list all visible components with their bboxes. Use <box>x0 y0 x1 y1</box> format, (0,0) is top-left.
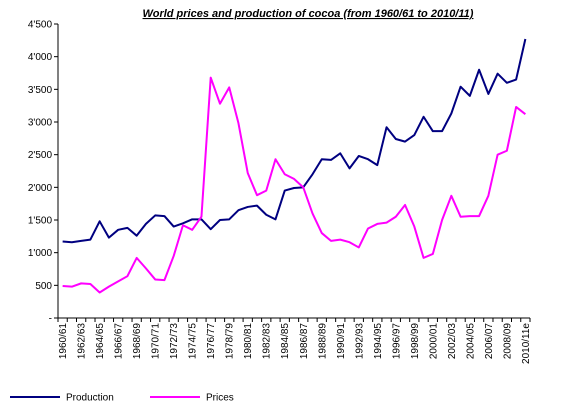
y-tick-label: 4'000 <box>28 52 53 63</box>
x-tick-label: 1980/81 <box>243 323 254 360</box>
x-tick-label: 1972/73 <box>169 323 180 360</box>
y-tick-label: - <box>49 314 52 325</box>
legend-label: Prices <box>206 393 234 404</box>
x-tick-label: 1964/65 <box>95 323 106 360</box>
x-tick-label: 1996/97 <box>391 323 402 360</box>
y-tick-label: 2'000 <box>28 183 53 194</box>
x-tick-label: 1968/69 <box>132 323 143 360</box>
y-tick-label: 1'000 <box>28 248 53 259</box>
x-tick-label: 2004/05 <box>465 323 476 360</box>
x-tick-label: 1988/89 <box>317 323 328 360</box>
x-tick-label: 1970/71 <box>151 323 162 360</box>
x-tick-label: 1992/93 <box>354 323 365 360</box>
x-tick-label: 1986/87 <box>299 323 310 360</box>
chart-title: World prices and production of cocoa (fr… <box>143 8 474 20</box>
x-tick-label: 1966/67 <box>114 323 125 360</box>
x-tick-label: 1978/79 <box>225 323 236 360</box>
y-tick-label: 500 <box>35 281 52 292</box>
x-tick-label: 1984/85 <box>280 323 291 360</box>
x-tick-label: 1998/99 <box>410 323 421 360</box>
x-tick-label: 1976/77 <box>206 323 217 360</box>
x-tick-label: 2008/09 <box>502 323 513 360</box>
x-tick-label: 1982/83 <box>262 323 273 360</box>
y-tick-label: 3'500 <box>28 85 53 96</box>
x-tick-label: 1962/63 <box>77 323 88 360</box>
x-tick-label: 1990/91 <box>336 323 347 360</box>
legend-label: Production <box>66 393 114 404</box>
y-tick-label: 2'500 <box>28 150 53 161</box>
x-tick-label: 1994/95 <box>373 323 384 360</box>
x-tick-label: 2006/07 <box>484 323 495 360</box>
series-line <box>62 76 526 294</box>
x-tick-label: 2000/01 <box>428 323 439 360</box>
y-tick-label: 1'500 <box>28 216 53 227</box>
x-tick-label: 1960/61 <box>58 323 69 360</box>
x-tick-label: 2002/03 <box>447 323 458 360</box>
series-line <box>62 38 527 244</box>
y-tick-label: 3'000 <box>28 118 53 129</box>
x-tick-label: 2010/11e <box>521 323 532 364</box>
y-tick-label: 4'500 <box>28 20 53 31</box>
x-tick-label: 1974/75 <box>188 323 199 360</box>
